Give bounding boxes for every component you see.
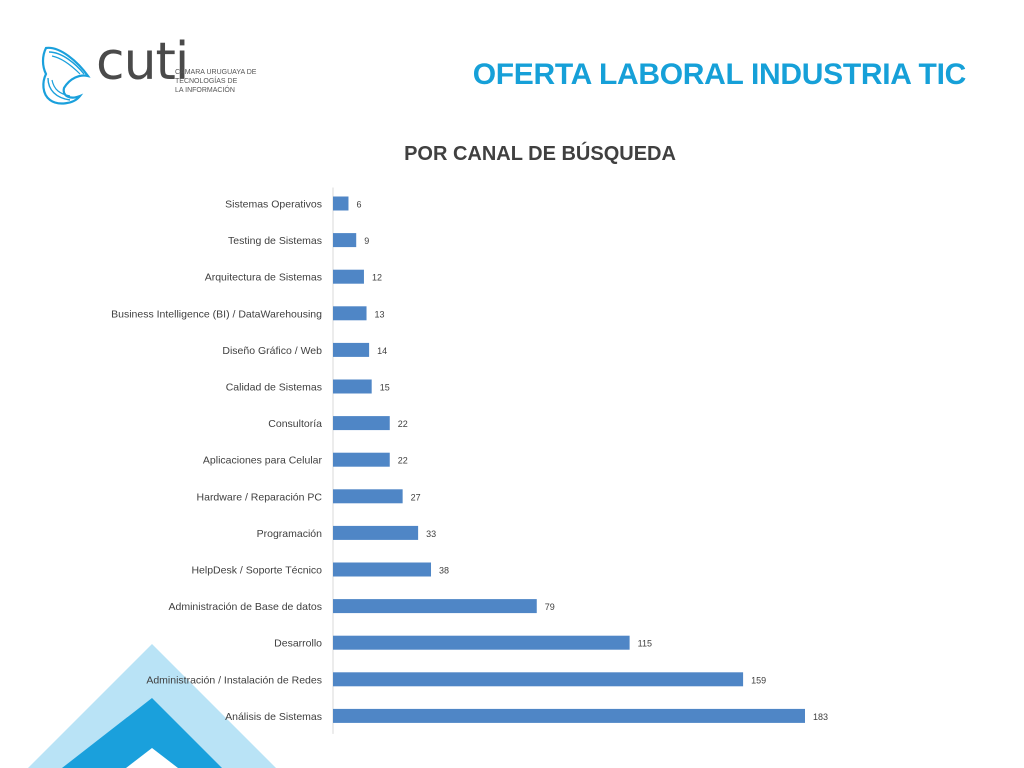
data-label: 33 bbox=[426, 529, 436, 539]
category-label: Programación bbox=[257, 528, 323, 540]
category-label: Análisis de Sistemas bbox=[225, 711, 322, 723]
bar bbox=[333, 562, 432, 577]
page-title: OFERTA LABORAL INDUSTRIA TIC bbox=[472, 58, 967, 91]
data-label: 79 bbox=[545, 602, 555, 612]
category-label: Diseño Gráfico / Web bbox=[222, 345, 322, 357]
data-label: 183 bbox=[813, 712, 828, 722]
category-label: Administración de Base de datos bbox=[168, 601, 322, 613]
category-label: HelpDesk / Soporte Técnico bbox=[191, 565, 322, 577]
category-label: Testing de Sistemas bbox=[228, 235, 322, 247]
bar bbox=[333, 233, 357, 248]
category-label: Aplicaciones para Celular bbox=[203, 455, 323, 467]
logo-subtitle: CÁMARA URUGUAYA DE TECNOLOGÍAS DE LA INF… bbox=[175, 68, 256, 95]
chart-title: POR CANAL DE BÚSQUEDA bbox=[404, 143, 676, 165]
data-label: 27 bbox=[411, 492, 421, 502]
data-label: 22 bbox=[398, 456, 408, 466]
data-label: 15 bbox=[380, 383, 390, 393]
category-label: Calidad de Sistemas bbox=[226, 382, 322, 394]
bar bbox=[333, 599, 537, 614]
bar bbox=[333, 452, 390, 467]
category-label: Hardware / Reparación PC bbox=[197, 491, 323, 503]
data-label: 12 bbox=[372, 273, 382, 283]
category-label: Consultoría bbox=[268, 418, 322, 430]
bar bbox=[333, 672, 744, 687]
category-label: Business Intelligence (BI) / DataWarehou… bbox=[111, 308, 322, 320]
bar bbox=[333, 342, 370, 357]
bar bbox=[333, 416, 390, 431]
bar bbox=[333, 269, 364, 284]
bar bbox=[333, 379, 372, 394]
data-label: 38 bbox=[439, 566, 449, 576]
data-label: 14 bbox=[377, 346, 387, 356]
data-label: 115 bbox=[638, 639, 652, 649]
bar bbox=[333, 635, 630, 650]
data-label: 159 bbox=[751, 675, 766, 685]
bar bbox=[333, 196, 349, 211]
data-label: 9 bbox=[364, 236, 369, 246]
logo-wordmark: cuti bbox=[96, 32, 189, 92]
category-label: Arquitectura de Sistemas bbox=[205, 272, 322, 284]
category-label: Desarrollo bbox=[274, 638, 322, 650]
cuti-logo-mark-icon bbox=[41, 46, 91, 105]
category-label: Sistemas Operativos bbox=[225, 199, 322, 211]
data-label: 22 bbox=[398, 419, 408, 429]
logo-subtitle-line: CÁMARA URUGUAYA DE bbox=[175, 69, 257, 76]
cuti-logo: cuti CÁMARA URUGUAYA DE TECNOLOGÍAS DE L… bbox=[40, 32, 270, 108]
data-label: 13 bbox=[375, 309, 385, 319]
bar bbox=[333, 489, 403, 504]
category-label: Administración / Instalación de Redes bbox=[146, 674, 322, 686]
data-label: 6 bbox=[356, 200, 361, 210]
bar bbox=[333, 708, 805, 723]
logo-subtitle-line: LA INFORMACIÓN bbox=[175, 87, 235, 94]
logo-subtitle-line: TECNOLOGÍAS DE bbox=[175, 78, 238, 85]
bar bbox=[333, 525, 419, 540]
bar bbox=[333, 306, 367, 321]
